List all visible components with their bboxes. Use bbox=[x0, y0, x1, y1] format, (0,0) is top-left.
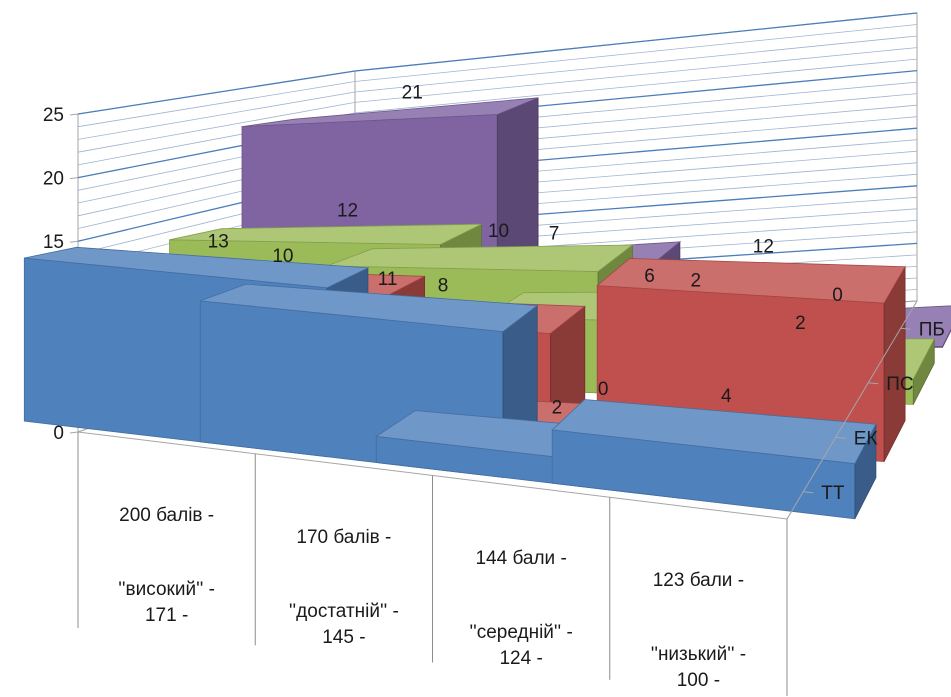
data-label-ТТ-1: 13 bbox=[208, 232, 229, 253]
data-label-ПБ-1: 21 bbox=[402, 83, 423, 104]
category-label-line: ''достатній'' - bbox=[288, 600, 399, 622]
depth-axis-line bbox=[786, 300, 918, 520]
data-label-ПС-4: 2 bbox=[795, 313, 806, 334]
category-label-line: 124 - bbox=[499, 648, 543, 670]
y-tick-mark bbox=[69, 431, 79, 434]
category-label-line: 144 бали - bbox=[475, 548, 567, 570]
data-label-ТТ-4: 4 bbox=[721, 386, 732, 407]
data-label-ПБ-3: 2 bbox=[690, 271, 701, 292]
y-tick-label: 25 bbox=[43, 105, 64, 126]
category-label-line: 100 - bbox=[676, 670, 721, 692]
y-tick-label: 15 bbox=[43, 232, 64, 253]
y-tick-mark bbox=[69, 177, 79, 180]
bar-top-face bbox=[200, 283, 539, 333]
depth-tick-mark bbox=[803, 491, 814, 494]
series-label-ПС: ПС bbox=[886, 374, 913, 395]
bar-top-face bbox=[24, 246, 370, 289]
gridline bbox=[77, 24, 918, 128]
data-label-ТТ-3: 2 bbox=[552, 397, 563, 418]
gridline bbox=[77, 35, 918, 140]
data-label-ЕК-3: 0 bbox=[598, 379, 609, 400]
bar-ТТ-4 bbox=[551, 399, 877, 520]
category-label-line: 170 балів - bbox=[296, 526, 392, 548]
chart-bars bbox=[23, 97, 951, 520]
bar-top-face bbox=[169, 223, 482, 245]
data-label-ЕК-1: 10 bbox=[272, 246, 293, 267]
series-label-ТТ: ТТ bbox=[821, 483, 845, 504]
series-label-ЕК: ЕК bbox=[854, 428, 878, 449]
category-axis-lines bbox=[77, 432, 788, 696]
y-tick-label: 20 bbox=[43, 169, 64, 190]
data-label-ПБ-4: 0 bbox=[832, 285, 843, 306]
series-axis-labels: ТТ ЕК ПС ПБ bbox=[786, 300, 945, 520]
data-label-ЕК-4: 12 bbox=[753, 237, 774, 258]
category-label-line: 200 балів - bbox=[119, 504, 215, 526]
y-tick-mark bbox=[69, 113, 79, 116]
category-label-line: ''високий'' - bbox=[118, 578, 215, 600]
depth-tick-mark bbox=[868, 382, 879, 385]
data-label-ПБ-2: 7 bbox=[549, 223, 560, 244]
data-label-ЕК-2: 8 bbox=[438, 275, 449, 296]
bar-top-face bbox=[596, 258, 906, 304]
category-label-line: 123 бали - bbox=[652, 570, 745, 592]
series-label-ПБ: ПБ bbox=[919, 319, 945, 340]
data-labels: 21 7 2 0 12 10 6 2 10 8 0 12 13 11 2 4 bbox=[208, 83, 843, 419]
data-label-ПС-1: 12 bbox=[337, 200, 358, 221]
data-label-ПС-3: 6 bbox=[644, 266, 655, 287]
data-label-ТТ-2: 11 bbox=[378, 269, 398, 290]
category-label-line: 171 - bbox=[144, 604, 189, 626]
depth-tick-mark bbox=[835, 436, 846, 439]
category-label-line: ''низький'' - bbox=[650, 644, 747, 666]
bar-top-face bbox=[326, 244, 634, 272]
gridline bbox=[77, 47, 918, 153]
data-label-ПС-2: 10 bbox=[488, 221, 509, 242]
depth-tick-mark bbox=[900, 327, 911, 330]
gridline bbox=[77, 58, 918, 166]
bar-top-face bbox=[551, 399, 877, 465]
y-tick-label: 0 bbox=[53, 423, 64, 444]
y-tick-mark bbox=[69, 240, 79, 243]
bar-top-face bbox=[241, 97, 539, 127]
category-label-line: ''середній'' - bbox=[469, 622, 573, 644]
gridline bbox=[77, 12, 918, 115]
category-label-line: 145 - bbox=[322, 626, 366, 648]
